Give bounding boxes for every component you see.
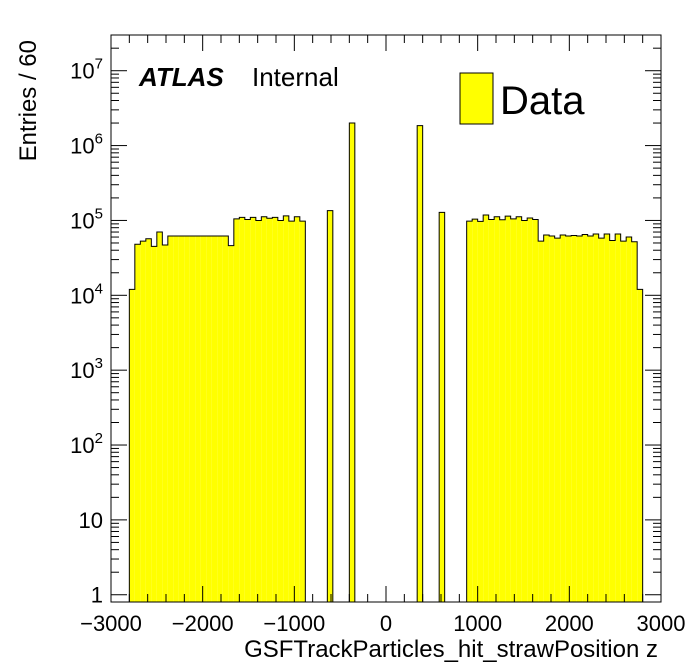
- histogram-bar: [217, 235, 223, 603]
- histogram-bar: [549, 235, 555, 603]
- histogram-bar: [233, 218, 240, 602]
- histogram-bar: [272, 217, 278, 602]
- histogram-bar: [129, 289, 135, 602]
- x-tick-label: −3000: [80, 611, 142, 636]
- histogram-bar: [261, 216, 267, 602]
- histogram-bar: [631, 241, 638, 603]
- x-tick-label: 2000: [545, 611, 594, 636]
- histogram-bar: [538, 241, 544, 602]
- x-tick-labels: −3000 −2000 −1000 0 1000 2000 3000: [80, 611, 685, 636]
- histogram-outline: [128, 122, 644, 602]
- histogram-bar: [134, 244, 141, 602]
- histogram-bar: [239, 217, 245, 602]
- histogram-bar: [620, 241, 627, 602]
- histogram-bar: [439, 212, 445, 602]
- histogram-bar: [565, 235, 572, 603]
- histogram-bar: [255, 220, 262, 602]
- histogram-bar: [294, 216, 300, 602]
- histogram-bar: [327, 210, 333, 603]
- histogram-bar: [349, 123, 355, 603]
- histogram-bar: [417, 125, 423, 603]
- histogram-bar: [283, 215, 289, 603]
- histogram-bar: [593, 233, 599, 603]
- histogram-bar: [140, 241, 146, 602]
- histogram-bar: [228, 245, 234, 602]
- histogram-bar: [173, 235, 179, 603]
- axis-ticks: [110, 34, 662, 602]
- histogram-bar: [571, 235, 577, 603]
- x-tick-label: 1000: [453, 611, 502, 636]
- histogram-bar: [527, 217, 533, 602]
- histogram-bar: [499, 219, 506, 603]
- histogram-bar: [162, 244, 168, 603]
- histogram-bar: [516, 216, 522, 602]
- histogram-bar: [200, 235, 207, 603]
- histogram-bar: [587, 235, 594, 603]
- atlas-label: ATLAS: [138, 62, 224, 92]
- histogram-bar: [466, 221, 473, 602]
- histogram-bar: [604, 233, 610, 603]
- x-tick-label: −1000: [263, 611, 325, 636]
- x-tick-label: 0: [380, 611, 392, 636]
- histogram-bar: [532, 219, 539, 602]
- histogram-bar: [483, 215, 489, 602]
- histogram-bar: [637, 289, 643, 602]
- histogram-bar: [472, 219, 478, 602]
- histogram-bar: [151, 246, 157, 602]
- histogram-bar: [477, 221, 484, 602]
- histogram-bar: [266, 218, 273, 602]
- x-axis-title: GSFTrackParticles_hit_strawPosition z: [244, 636, 658, 663]
- histogram-bar: [250, 217, 256, 602]
- histogram-bar: [598, 238, 605, 602]
- histogram-bar: [615, 233, 621, 603]
- y-tick-labels: 1 10 102 103 104 105 106 107: [70, 56, 103, 608]
- histogram-bar: [521, 220, 528, 602]
- histogram-bar: [195, 235, 201, 603]
- y-tick-label: 105: [70, 205, 103, 233]
- x-tick-label: −2000: [172, 611, 234, 636]
- y-tick-label: 10: [79, 508, 103, 533]
- internal-label: Internal: [252, 62, 339, 92]
- y-axis-title: Entries / 60: [15, 40, 42, 161]
- histogram-bar: [184, 235, 190, 603]
- y-tick-label: 1: [91, 583, 103, 608]
- histogram-bar: [543, 234, 550, 602]
- histogram-bar: [609, 240, 616, 602]
- x-tick-label: 3000: [637, 611, 686, 636]
- y-tick-label: 107: [70, 56, 103, 84]
- histogram-bar: [244, 219, 251, 602]
- histogram-bar: [554, 238, 561, 602]
- histogram-bar: [222, 235, 229, 603]
- histogram-bar: [206, 235, 212, 603]
- histogram-bar: [145, 238, 152, 602]
- histogram-bar: [178, 235, 185, 603]
- y-tick-label: 106: [70, 131, 103, 159]
- legend-label: Data: [500, 79, 585, 123]
- legend-swatch: [459, 72, 494, 125]
- histogram-bar: [560, 234, 566, 602]
- histogram-bar: [626, 237, 632, 603]
- y-tick-label: 104: [70, 280, 103, 308]
- histogram-bar: [167, 235, 174, 603]
- histogram-bar: [277, 220, 284, 602]
- histogram-bar: [505, 216, 511, 602]
- histogram-bar: [156, 232, 163, 602]
- histogram-bar: [510, 218, 517, 602]
- histogram-bar: [299, 221, 306, 602]
- histogram-bar: [288, 221, 295, 602]
- y-tick-label: 102: [70, 430, 103, 458]
- histogram-bar: [576, 235, 583, 603]
- histogram-bar: [488, 219, 495, 602]
- y-tick-label: 103: [70, 355, 103, 383]
- histogram-bar: [211, 235, 218, 603]
- histogram-bar: [494, 216, 500, 602]
- histogram-bars: [128, 122, 644, 603]
- histogram-bar: [582, 234, 588, 602]
- histogram-bar: [189, 235, 196, 603]
